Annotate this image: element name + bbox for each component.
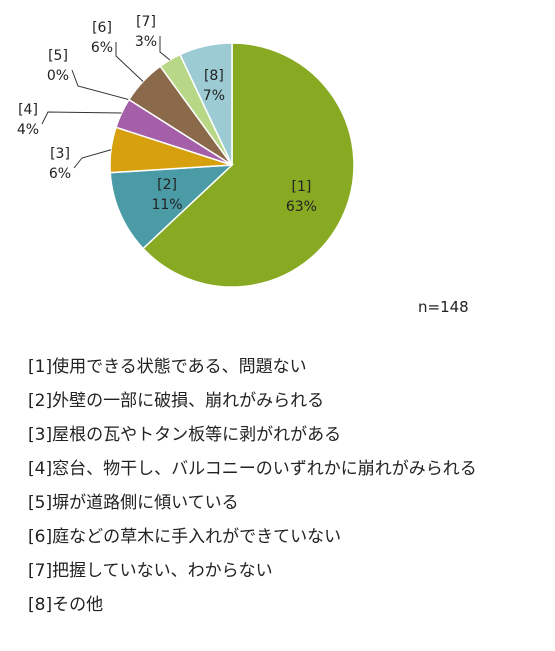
pie-slice-2 — [109, 164, 235, 250]
sample-size-label: n=148 — [418, 298, 469, 316]
slice-percent-label-5: 0% — [47, 68, 69, 84]
slice-percent-label-7: 3% — [135, 34, 157, 50]
leader-line-5 — [71, 69, 130, 101]
slice-percent-label-6: 6% — [91, 40, 113, 56]
legend-item-1: [1]使用できる状態である、問題ない — [28, 357, 307, 377]
leader-line-3 — [73, 149, 112, 169]
slice-id-label-5: [5] — [48, 48, 68, 64]
slice-id-label-6: [6] — [92, 20, 112, 36]
slice-percent-label-1: 63% — [286, 199, 317, 215]
slice-percent-label-8: 7% — [203, 88, 225, 104]
legend-item-6: [6]庭などの草木に手入れができていない — [28, 527, 342, 547]
legend-item-8: [8]その他 — [28, 595, 104, 615]
leader-line-4 — [41, 111, 122, 125]
pie-chart: [1] 63% [2] 11% [3] 6% [4] 4% [5] 0% [6] 6% [7] 3% [8]… — [17, 14, 355, 288]
legend-item-5: [5]塀が道路側に傾いている — [28, 493, 239, 513]
slice-percent-label-3: 6% — [49, 166, 71, 182]
legend-item-3: [3]屋根の瓦やトタン板等に剥がれがある — [28, 425, 342, 445]
legend-item-7: [7]把握していない、わからない — [28, 561, 273, 581]
pie-slice-8 — [179, 42, 233, 166]
slice-id-label-3: [3] — [50, 146, 70, 162]
pie-slice-1 — [142, 42, 355, 288]
legend: [1]使用できる状態である、問題ない [2]外壁の一部に破損、崩れがみられる [3]… — [28, 350, 477, 622]
slice-id-label-4: [4] — [18, 102, 38, 118]
slice-id-label-7: [7] — [136, 14, 156, 30]
legend-item-2: [2]外壁の一部に破損、崩れがみられる — [28, 391, 325, 411]
slice-id-label-8: [8] — [204, 68, 224, 84]
legend-item-4: [4]窓台、物干し、バルコニーのいずれかに崩れがみられる — [28, 459, 477, 479]
slice-percent-label-2: 11% — [151, 197, 182, 213]
leader-line-6 — [115, 42, 144, 82]
slice-percent-label-4: 4% — [17, 122, 39, 138]
slice-id-label-1: [1] — [291, 179, 311, 195]
slice-id-label-2: [2] — [157, 177, 177, 193]
leader-line-7 — [159, 36, 171, 61]
